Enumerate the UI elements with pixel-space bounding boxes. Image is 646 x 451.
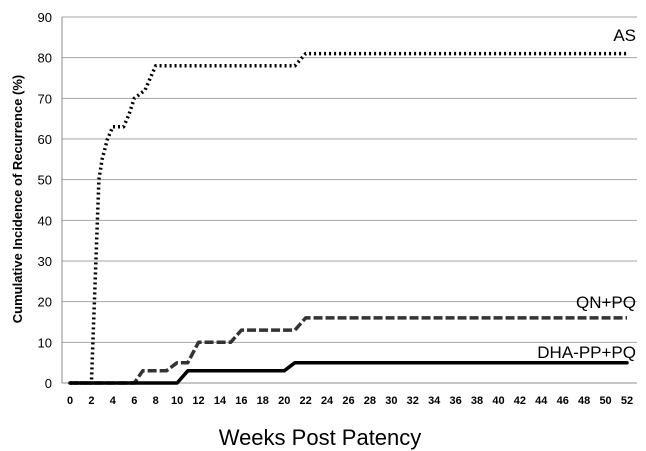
x-tick-label: 20 <box>278 395 290 407</box>
y-tick-label: 0 <box>45 376 52 391</box>
series-label-1: QN+PQ <box>576 293 636 312</box>
x-tick-label: 16 <box>235 395 247 407</box>
y-tick-label: 10 <box>38 335 52 350</box>
series-lines <box>68 51 629 385</box>
x-tick-label: 48 <box>578 395 590 407</box>
y-tick-label: 60 <box>38 132 52 147</box>
axes <box>61 17 637 384</box>
series-labels: AS QN+PQ DHA-PP+PQ <box>537 26 636 362</box>
x-tick-label: 6 <box>131 395 137 407</box>
x-tick-label: 14 <box>214 395 227 407</box>
x-tick-label: 32 <box>407 395 419 407</box>
y-tick-label: 20 <box>38 295 52 310</box>
x-tick-label: 50 <box>599 395 611 407</box>
x-tick-label: 28 <box>364 395 376 407</box>
x-tick-label: 36 <box>449 395 461 407</box>
x-tick-label: 2 <box>88 395 94 407</box>
y-tick-label: 30 <box>38 254 52 269</box>
gridlines <box>62 16 637 343</box>
x-tick-label: 0 <box>67 395 73 407</box>
y-axis-ticks: 0 10 20 30 40 50 60 70 80 90 <box>38 10 52 391</box>
x-tick-label: 4 <box>110 395 117 407</box>
x-tick-label: 46 <box>557 395 569 407</box>
x-tick-label: 8 <box>153 395 159 407</box>
series-label-2: DHA-PP+PQ <box>537 343 636 362</box>
series-label-0: AS <box>613 26 636 45</box>
x-tick-label: 26 <box>342 395 354 407</box>
y-tick-label: 40 <box>38 213 52 228</box>
x-axis-label: Weeks Post Patency <box>219 425 422 450</box>
x-tick-label: 38 <box>471 395 483 407</box>
y-tick-label: 70 <box>38 91 52 106</box>
x-tick-label: 40 <box>492 395 504 407</box>
x-tick-label: 10 <box>171 395 183 407</box>
y-tick-label: 50 <box>38 173 52 188</box>
series-line-2 <box>68 360 629 385</box>
x-tick-label: 42 <box>514 395 526 407</box>
x-tick-label: 34 <box>428 395 441 407</box>
series-line-1 <box>70 316 627 385</box>
x-tick-label: 12 <box>192 395 204 407</box>
x-tick-label: 44 <box>535 395 548 407</box>
x-tick-label: 18 <box>257 395 269 407</box>
x-tick-label: 22 <box>300 395 312 407</box>
x-axis-ticks: 0 2 4 6 8 10 12 14 16 18 20 22 24 26 28 30 32 34 36 38 40 42 4… <box>67 395 633 407</box>
x-tick-label: 30 <box>385 395 397 407</box>
y-tick-label: 90 <box>38 10 52 25</box>
y-tick-label: 80 <box>38 51 52 66</box>
series-line-0 <box>70 51 627 385</box>
x-tick-label: 24 <box>321 395 334 407</box>
y-axis-label: Cumulative Incidence of Recurrence (%) <box>10 75 25 324</box>
x-tick-label: 52 <box>621 395 633 407</box>
